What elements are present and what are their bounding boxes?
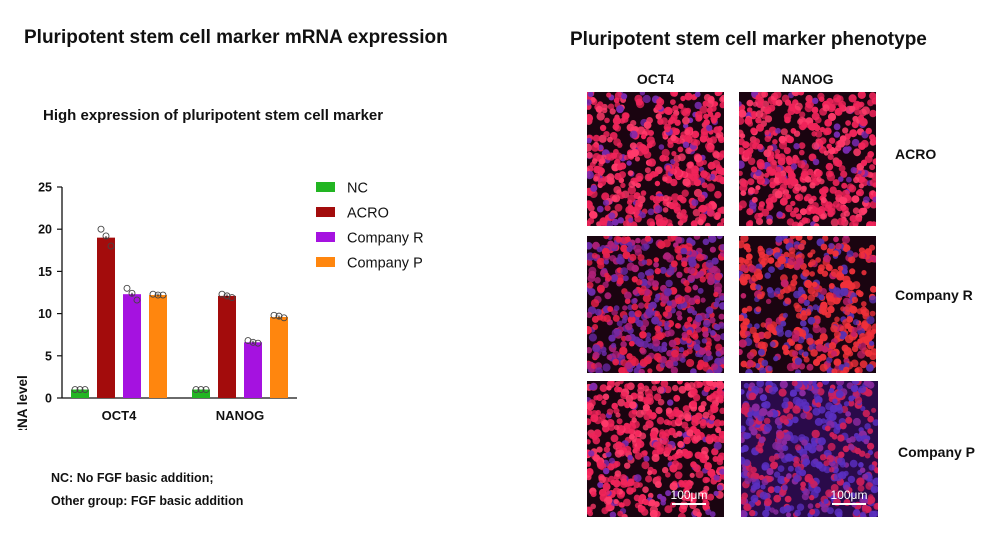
data-point xyxy=(133,296,141,304)
y-tick-label: 10 xyxy=(38,307,52,321)
bar-acro-oct4 xyxy=(97,237,115,398)
micrograph-nanog-company-r xyxy=(739,236,876,373)
bar-chart: 0 5 10 15 20 25 OCT4 NANOG NC ACRO Company R Compa… xyxy=(15,181,424,431)
scale-bar-line xyxy=(832,503,866,505)
data-point xyxy=(71,386,79,394)
micrograph-nanog-company-p xyxy=(741,381,878,517)
column-label-oct4: OCT4 xyxy=(636,71,675,87)
data-point xyxy=(97,225,105,233)
bar-company-r-nanog xyxy=(244,342,262,398)
data-point xyxy=(218,290,226,298)
scale-bar-label: 100μm xyxy=(670,488,708,502)
data-point xyxy=(76,386,84,394)
row-label-company-p: Company P xyxy=(898,444,976,460)
right-section-title: Pluripotent stem cell marker phenotype xyxy=(570,29,927,50)
data-point xyxy=(270,311,278,319)
legend-label: Company R xyxy=(347,231,424,247)
y-tick-label: 25 xyxy=(38,181,52,195)
legend-swatch xyxy=(316,257,335,267)
x-tick-label-oct4: OCT4 xyxy=(102,408,137,423)
data-point xyxy=(249,338,257,346)
data-point xyxy=(159,291,167,299)
data-point xyxy=(202,386,210,394)
data-point xyxy=(223,292,231,300)
data-point xyxy=(81,386,89,394)
y-axis-label: relative mRNA level xyxy=(15,375,30,430)
micrograph-oct4-company-r xyxy=(587,236,724,373)
row-label-acro: ACRO xyxy=(895,146,937,162)
data-point xyxy=(192,386,200,394)
y-tick-label: 0 xyxy=(45,392,52,406)
footnote-nc: NC: No FGF basic addition; xyxy=(51,471,214,485)
micrograph-nanog-acro xyxy=(739,92,876,226)
data-point xyxy=(275,312,283,320)
scale-bar-oct4: 100μm xyxy=(664,488,714,505)
bar-nc-nanog xyxy=(192,389,210,398)
bar-company-p-oct4 xyxy=(149,295,167,398)
bar-company-p-nanog xyxy=(270,316,288,398)
bar-acro-nanog xyxy=(218,295,236,398)
bar-company-r-oct4 xyxy=(123,294,141,398)
data-point xyxy=(102,232,110,240)
micrograph-oct4-company-p xyxy=(587,381,724,517)
row-label-company-r: Company R xyxy=(895,287,973,303)
x-tick-label-nanog: NANOG xyxy=(216,408,264,423)
data-point xyxy=(280,314,288,322)
data-point xyxy=(197,386,205,394)
data-point xyxy=(254,339,262,347)
legend-swatch xyxy=(316,182,335,192)
scale-bar-line xyxy=(672,503,706,505)
y-tick-label: 20 xyxy=(38,223,52,237)
data-point xyxy=(154,291,162,299)
legend-label: ACRO xyxy=(347,206,389,222)
data-point xyxy=(123,284,131,292)
micrograph-oct4-acro xyxy=(587,92,724,226)
data-point xyxy=(149,290,157,298)
y-tick-label: 15 xyxy=(38,265,52,279)
column-label-nanog: NANOG xyxy=(781,71,834,87)
legend-swatch xyxy=(316,232,335,242)
data-point xyxy=(107,242,115,250)
bar-nc-oct4 xyxy=(71,389,89,398)
legend-label: NC xyxy=(347,181,368,197)
legend-label: Company P xyxy=(347,256,423,272)
data-point xyxy=(244,337,252,345)
scale-bar-label: 100μm xyxy=(830,488,868,502)
scale-bar-nanog: 100μm xyxy=(824,488,874,505)
y-tick-label: 5 xyxy=(45,349,52,363)
left-section-title: Pluripotent stem cell marker mRNA expres… xyxy=(24,27,448,48)
footnote-other: Other group: FGF basic addition xyxy=(51,494,244,508)
data-point xyxy=(128,289,136,297)
chart-title: High expression of pluripotent stem cell… xyxy=(43,107,384,124)
data-point xyxy=(228,294,236,302)
legend-swatch xyxy=(316,207,335,217)
